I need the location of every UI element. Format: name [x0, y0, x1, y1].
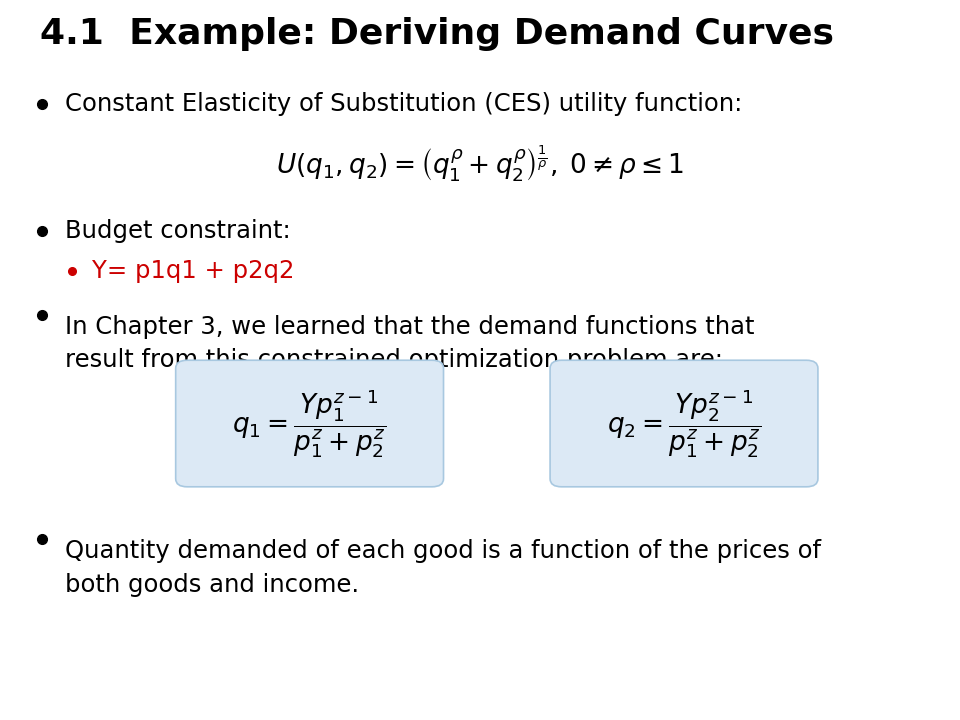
- Text: $q_1 = \dfrac{Y p_1^{z-1}}{p_1^z + p_2^z}$: $q_1 = \dfrac{Y p_1^{z-1}}{p_1^z + p_2^z…: [232, 387, 387, 460]
- Text: Budget constraint:: Budget constraint:: [65, 219, 291, 243]
- Text: Copyright ©2014 Pearson Education, Inc. All rights reserved.: Copyright ©2014 Pearson Education, Inc. …: [17, 688, 441, 702]
- FancyBboxPatch shape: [176, 360, 444, 487]
- Text: 4.1  Example: Deriving Demand Curves: 4.1 Example: Deriving Demand Curves: [40, 17, 834, 50]
- Text: Y= p1q1 + p2q2: Y= p1q1 + p2q2: [92, 259, 295, 283]
- FancyBboxPatch shape: [550, 360, 818, 487]
- Text: 4-10: 4-10: [911, 688, 943, 702]
- Text: Constant Elasticity of Substitution (CES) utility function:: Constant Elasticity of Substitution (CES…: [65, 91, 743, 116]
- Text: Quantity demanded of each good is a function of the prices of
both goods and inc: Quantity demanded of each good is a func…: [65, 539, 821, 597]
- Text: $U(q_1, q_2) = \left(q_1^\rho + q_2^\rho\right)^{\frac{1}{\rho}},\; 0 \neq \rho : $U(q_1, q_2) = \left(q_1^\rho + q_2^\rho…: [276, 144, 684, 184]
- Text: $q_2 = \dfrac{Y p_2^{z-1}}{p_1^z + p_2^z}$: $q_2 = \dfrac{Y p_2^{z-1}}{p_1^z + p_2^z…: [607, 387, 761, 460]
- Text: In Chapter 3, we learned that the demand functions that
result from this constra: In Chapter 3, we learned that the demand…: [65, 315, 755, 372]
